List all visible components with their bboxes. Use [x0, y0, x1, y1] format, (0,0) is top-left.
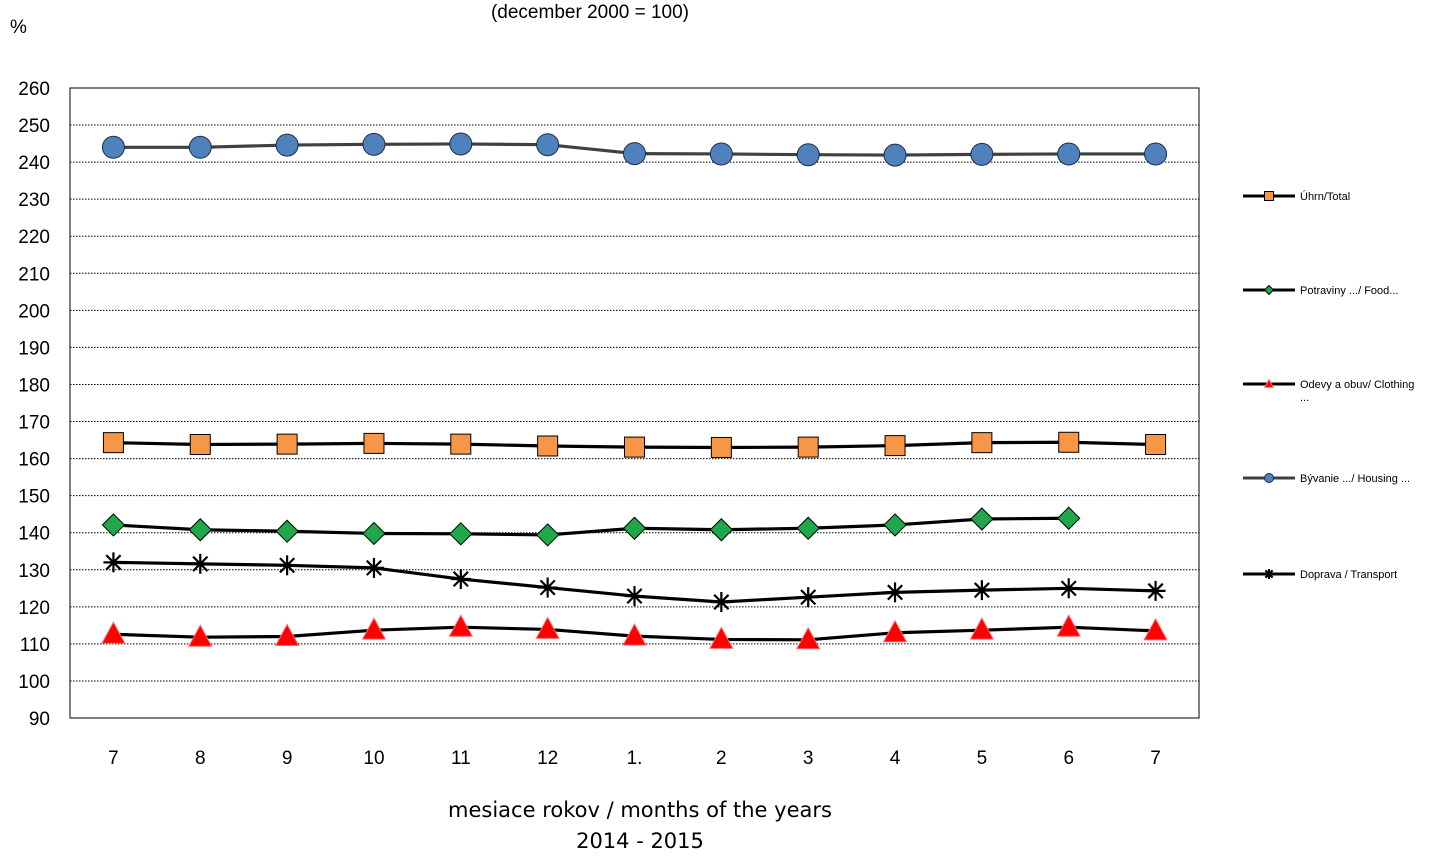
data-point-0 — [364, 433, 384, 453]
data-point-0 — [972, 433, 992, 453]
y-tick-label: 150 — [18, 487, 50, 508]
x-tick-label: 6 — [1063, 748, 1074, 769]
data-point-3 — [102, 136, 124, 158]
x-tick-label: 7 — [108, 748, 119, 769]
x-tick-label: 11 — [451, 748, 471, 769]
legend-label: Úhrn/Total — [1300, 190, 1350, 203]
legend-label: Odevy a obuv/ Clothing... — [1300, 379, 1414, 404]
y-tick-label: 190 — [18, 338, 50, 359]
data-point-3 — [710, 143, 732, 165]
data-point-4 — [190, 554, 210, 574]
y-tick-label: 260 — [18, 79, 50, 100]
y-tick-label: 140 — [18, 524, 50, 545]
x-tick-label: 2 — [716, 748, 727, 769]
data-point-4 — [1146, 581, 1166, 601]
data-point-4 — [103, 552, 123, 572]
x-axis-title-line1: mesiace rokov / months of the years — [340, 795, 940, 826]
y-tick-label: 160 — [18, 450, 50, 471]
x-tick-label: 5 — [977, 748, 988, 769]
y-tick-label: 200 — [18, 301, 50, 322]
data-point-3 — [450, 133, 472, 155]
y-tick-label: 100 — [18, 672, 50, 693]
x-axis-title-line2: 2014 - 2015 — [340, 826, 940, 857]
y-tick-label: 230 — [18, 190, 50, 211]
data-point-0 — [451, 434, 471, 454]
y-tick-label: 220 — [18, 227, 50, 248]
x-tick-label: 10 — [363, 748, 384, 769]
y-tick-label: 170 — [18, 413, 50, 434]
data-point-3 — [884, 144, 906, 166]
data-point-4 — [798, 587, 818, 607]
data-point-4 — [1059, 578, 1079, 598]
y-tick-label: 250 — [18, 116, 50, 137]
data-point-3 — [276, 134, 298, 156]
data-point-0 — [103, 433, 123, 453]
data-point-3 — [537, 134, 559, 156]
data-point-3 — [971, 143, 993, 165]
data-point-4 — [451, 569, 471, 589]
data-point-4 — [972, 580, 992, 600]
data-point-0 — [711, 437, 731, 457]
y-tick-label: 130 — [18, 561, 50, 582]
y-tick-label: 210 — [18, 264, 50, 285]
x-tick-label: 3 — [803, 748, 814, 769]
data-point-3 — [363, 133, 385, 155]
legend-marker — [1265, 192, 1274, 201]
x-tick-label: 7 — [1150, 748, 1161, 769]
x-tick-label: 9 — [282, 748, 293, 769]
y-tick-label: 90 — [29, 709, 50, 730]
x-tick-label: 1. — [627, 748, 643, 769]
data-point-0 — [1146, 435, 1166, 455]
data-point-3 — [1058, 143, 1080, 165]
data-point-0 — [1059, 432, 1079, 452]
data-point-0 — [885, 436, 905, 456]
y-tick-label: 240 — [18, 153, 50, 174]
data-point-3 — [189, 136, 211, 158]
data-point-3 — [624, 143, 646, 165]
data-point-4 — [885, 582, 905, 602]
data-point-3 — [1145, 143, 1167, 165]
data-point-4 — [625, 586, 645, 606]
data-point-4 — [538, 578, 558, 598]
y-tick-label: 110 — [20, 635, 50, 656]
data-point-0 — [625, 437, 645, 457]
legend-marker — [1264, 569, 1274, 579]
legend-marker — [1265, 474, 1274, 483]
data-point-4 — [364, 558, 384, 578]
data-point-0 — [538, 436, 558, 456]
legend-label: Bývanie .../ Housing ... — [1300, 473, 1410, 485]
x-axis-title: mesiace rokov / months of the years 2014… — [340, 795, 940, 857]
x-tick-label: 8 — [195, 748, 206, 769]
legend-label: Doprava / Transport — [1300, 569, 1397, 581]
data-point-3 — [797, 144, 819, 166]
data-point-4 — [277, 555, 297, 575]
x-tick-label: 4 — [890, 748, 901, 769]
x-tick-label: 12 — [537, 748, 558, 769]
data-point-0 — [798, 437, 818, 457]
data-point-4 — [711, 592, 731, 612]
data-point-0 — [277, 434, 297, 454]
y-tick-label: 180 — [18, 375, 50, 396]
legend-label: Potraviny .../ Food... — [1300, 285, 1398, 297]
y-tick-label: 120 — [18, 598, 50, 619]
legend-marker — [1265, 286, 1274, 295]
data-point-0 — [190, 435, 210, 455]
